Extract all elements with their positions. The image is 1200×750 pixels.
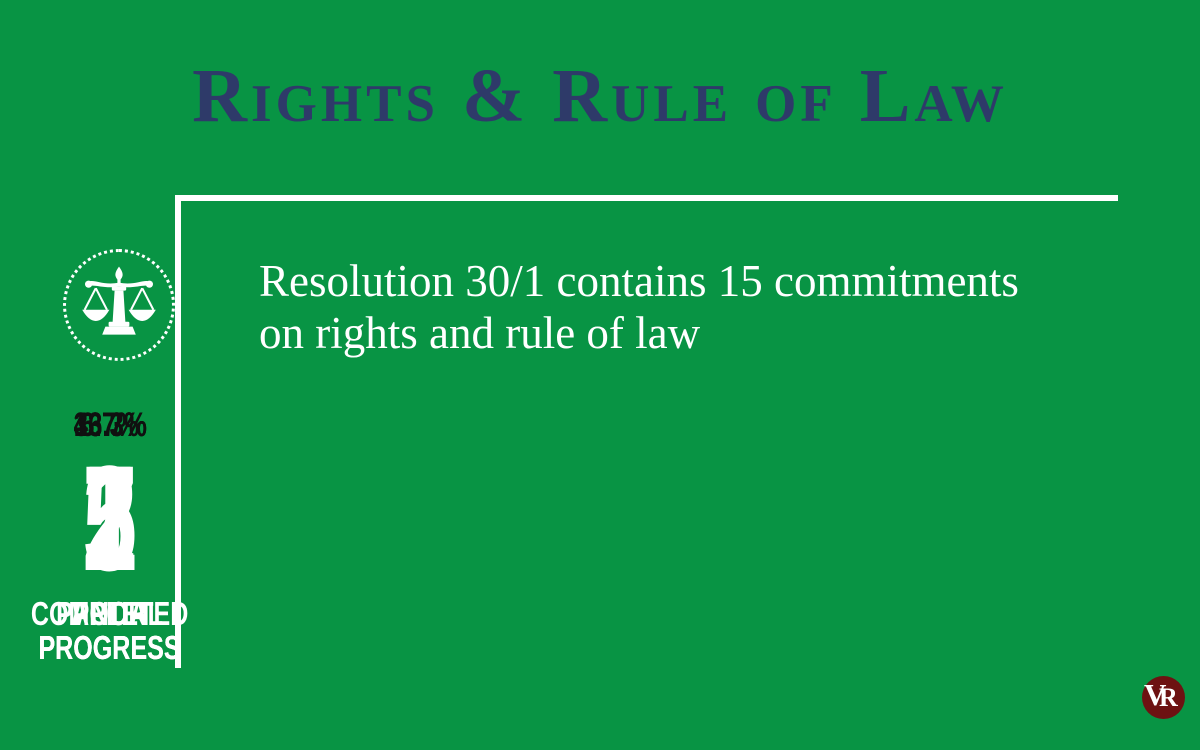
scales-of-justice-icon [82,266,156,335]
stat-column-no-progress: 6.7% 1 NO PROGRESS [0,405,220,666]
stat-count: 5 [82,434,138,602]
stat-percent: 13.3% [73,406,147,444]
description-line: Resolution 30/1 contains 15 commitments [259,256,1019,306]
description-line: on rights and rule of law [259,308,701,358]
vr-logo-letter-v: V [1144,677,1167,712]
stat-column-partial-progress: 46.7% 7 PARTIAL PROGRESS [0,405,220,666]
stat-label: COMPLETED [31,595,189,632]
stat-label: POOR PROGRESS [38,595,182,666]
stat-column-completed: 13.3% 2 COMPLETED [0,405,220,632]
frame-top-border [175,195,1118,201]
stat-percent: 6.7% [80,406,140,444]
frame-left-border [175,195,181,668]
scales-icon-circle [63,249,175,361]
stat-label: NO PROGRESS [38,595,182,666]
vr-logo-letter-r: R [1159,683,1178,712]
stat-percent: 46.7% [73,406,147,444]
description: Resolution 30/1 contains 15 commitments … [259,255,1159,359]
stat-count: 2 [82,434,138,602]
stat-label: PARTIAL PROGRESS [38,595,182,666]
stat-percent: 33.3% [73,406,147,444]
page-title: Rights & Rule of Law [192,54,1008,138]
stat-count: 7 [82,434,138,602]
stat-count: 1 [82,434,138,602]
stat-column-poor-progress: 33.3% 5 POOR PROGRESS [0,405,220,666]
vr-logo-badge: V R [1142,676,1185,719]
